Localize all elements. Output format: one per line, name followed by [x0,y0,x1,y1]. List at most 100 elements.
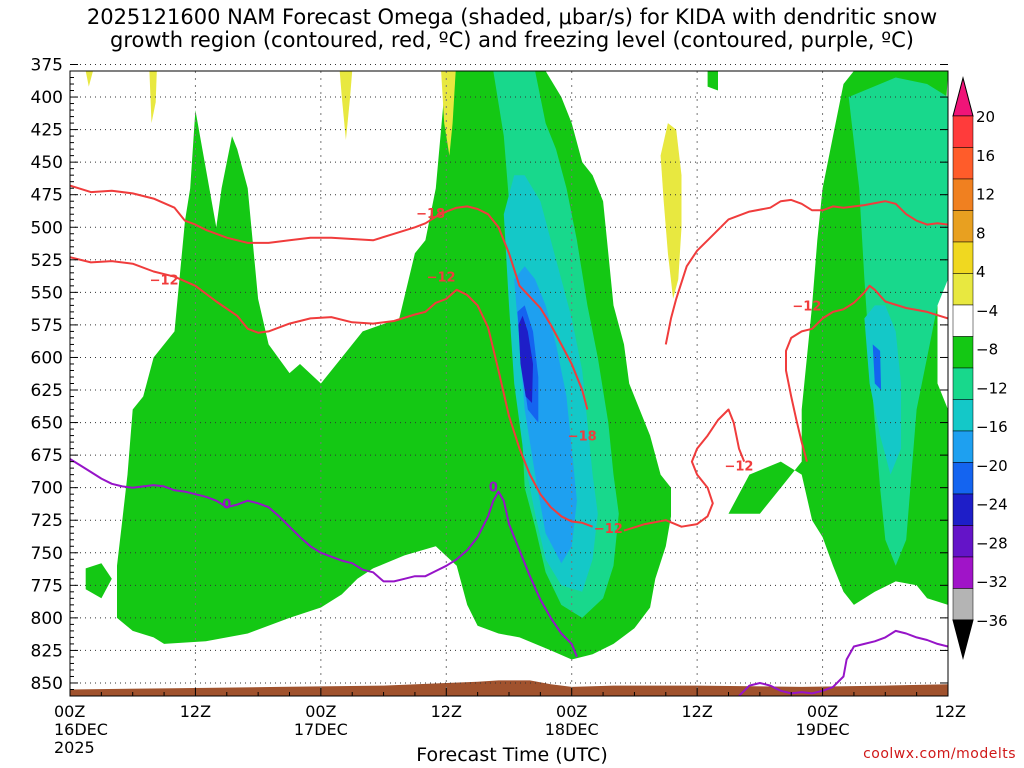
colorbar-segment-1 [952,147,974,180]
y-tick-label-525: 525 [31,251,63,271]
credit-link[interactable]: coolwx.com/modelts [863,746,1016,762]
contour-label-0: −18 [416,207,445,222]
colorbar-label-5: −4 [976,302,998,320]
colorbar-segment-3 [952,210,974,243]
x-tick-label-72: 00Z [807,702,838,721]
x-tick-label-24: 00Z [305,702,336,721]
omega-region-yellow-3 [441,71,456,156]
freezing-level-contour-1 [738,629,948,696]
y-tick-label-450: 450 [31,153,63,173]
freezing-level-contour-0 [70,458,578,658]
colorbar-segment-14 [952,556,974,589]
y-tick-label-400: 400 [31,88,63,108]
colorbar-segment-2 [952,178,974,211]
colorbar-segment-9 [952,399,974,432]
y-tick-label-850: 850 [31,674,63,694]
colorbar-segment-5 [952,273,974,306]
dgz-contour-1 [70,256,593,528]
colorbar-segment-15 [952,588,974,621]
y-tick-label-500: 500 [31,218,63,238]
colorbar-label-10: −24 [976,496,1008,514]
y-tick-label-750: 750 [31,544,63,564]
y-tick-label-775: 775 [31,576,63,596]
x-date-label-0: 16DEC [54,720,108,739]
dgz-contour-2 [623,408,746,532]
contour-label-8: 0 [489,480,498,495]
colorbar-segment-6 [952,304,974,337]
y-axis: 375 400 425 450 475 500 525 550 575 600 625 650 675 7… [31,55,948,697]
colorbar-label-8: −16 [976,418,1008,436]
contour-label-6: −12 [792,299,821,314]
chart-title: 2025121600 NAM Forecast Omega (shaded, μ… [0,6,1024,52]
colorbar-bottom-arrow [952,619,974,660]
colorbar-segment-0 [952,115,974,148]
contour-label-3: −18 [568,430,597,445]
x-tick-label-36: 12Z [431,702,462,721]
contour-label-7: 0 [222,497,231,512]
omega-region-green-3 [707,71,718,91]
omega-region-darkblue-0 [518,315,533,403]
y-tick-label-575: 575 [31,316,63,336]
colorbar-segment-12 [952,493,974,526]
colorbar-label-7: −12 [976,379,1008,397]
colorbar-label-12: −32 [976,573,1008,591]
colorbar-segment-8 [952,367,974,400]
x-tick-label-48: 00Z [556,702,587,721]
contour-label-2: −12 [427,271,456,286]
omega-region-blue-1 [872,344,882,390]
y-tick-label-825: 825 [31,641,63,661]
omega-region-yellow-2 [339,71,353,140]
contour-label-4: −12 [594,522,623,537]
y-tick-label-475: 475 [31,186,63,206]
x-tick-label-0: 00Z [54,702,85,721]
x-tick-label-84: 12Z [935,702,966,721]
colorbar-label-3: 8 [976,224,986,242]
colorbar-label-11: −28 [976,534,1008,552]
x-date-label-72: 19DEC [796,720,850,739]
dgz-contour-4 [664,198,948,345]
y-tick-label-375: 375 [31,55,63,75]
y-tick-label-600: 600 [31,348,63,368]
y-tick-label-550: 550 [31,283,63,303]
colorbar-label-6: −8 [976,341,998,359]
x-date-label-48: 18DEC [545,720,599,739]
dgz-contour-0 [70,184,589,410]
y-tick-label-425: 425 [31,121,63,141]
colorbar-label-9: −20 [976,457,1008,475]
dgz-contour-3 [785,284,948,462]
colorbar-segment-13 [952,525,974,558]
y-tick-label-800: 800 [31,609,63,629]
x-date-label-24: 17DEC [294,720,348,739]
y-tick-label-700: 700 [31,479,63,499]
colorbar-label-13: −36 [976,612,1008,630]
colorbar-label-4: 4 [976,263,986,281]
colorbar-top-arrow [952,76,974,117]
chart-title-line1: 2025121600 NAM Forecast Omega (shaded, μ… [86,5,938,29]
contour-label-5: −12 [724,460,753,475]
temperature-contours: −18 −12 −12 −18 −12 −12 −12 0 0 [70,184,948,696]
chart-title-line2: growth region (contoured, red, ºC) and f… [110,28,914,52]
y-tick-label-675: 675 [31,446,63,466]
colorbar: 20 16 12 8 4 −4 −8 −12 −16 −20 −24 −28 −32 −36 [952,76,1008,660]
y-tick-label-725: 725 [31,511,63,531]
omega-region-teal-1 [848,77,948,566]
omega-region-yellow-0 [85,71,93,87]
contour-label-1: −12 [150,273,179,288]
y-tick-label-625: 625 [31,381,63,401]
colorbar-label-2: 12 [976,186,995,204]
x-tick-label-60: 12Z [681,702,712,721]
plot-area [70,71,948,696]
colorbar-segment-11 [952,462,974,495]
x-year-label-0: 2025 [54,738,95,757]
colorbar-segment-7 [952,336,974,369]
omega-region-yellow-1 [149,71,157,124]
colorbar-segment-4 [952,241,974,274]
colorbar-label-0: 20 [976,108,995,126]
colorbar-label-1: 16 [976,147,995,165]
omega-region-green-0 [85,563,112,599]
y-tick-label-650: 650 [31,414,63,434]
colorbar-segment-10 [952,430,974,463]
x-axis-title: Forecast Time (UTC) [416,744,608,766]
